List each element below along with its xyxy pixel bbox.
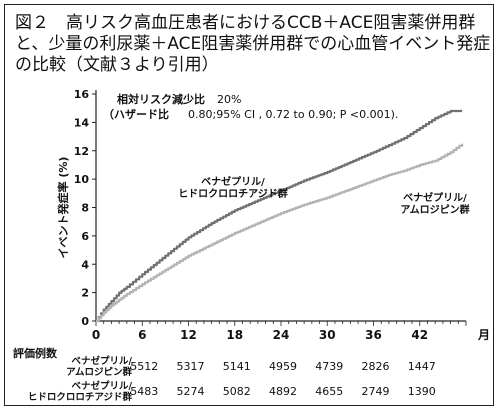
annotation-label-2: （ハザード比 xyxy=(103,107,169,121)
y-tick-label: 0 xyxy=(81,315,89,328)
series-label-1: ヒドロクロロチアジド群 xyxy=(178,187,288,200)
x-tick-label: 30 xyxy=(319,328,336,342)
risk-table-row-label: ベナゼプリル/ xyxy=(72,380,133,392)
risk-table-value: 4739 xyxy=(315,360,343,373)
risk-table-value: 5082 xyxy=(223,385,251,398)
x-tick-label: 6 xyxy=(138,328,146,342)
x-tick-label: 12 xyxy=(180,328,197,342)
x-unit-label: 月 xyxy=(477,328,490,342)
risk-table-row-label: ヒドロクロロチアジド群 xyxy=(28,391,133,403)
risk-table-value: 5512 xyxy=(130,360,158,373)
series-label-2: アムロジピン群 xyxy=(400,203,469,216)
series-line-2 xyxy=(96,143,464,323)
annotation-value-2: 0.80;95% CI , 0.72 to 0.90; P <0.001). xyxy=(188,108,398,121)
y-tick-label: 14 xyxy=(74,116,90,129)
risk-table-value: 5274 xyxy=(177,385,205,398)
risk-table-value: 4655 xyxy=(315,385,343,398)
annotation-label-1: 相対リスク減少比 xyxy=(117,92,205,106)
risk-table-value: 5483 xyxy=(130,385,158,398)
y-axis-label: イベント発症率 (%) xyxy=(56,157,70,259)
risk-table-value: 5317 xyxy=(177,360,205,373)
risk-table-value: 4892 xyxy=(269,385,297,398)
risk-table-value: 2826 xyxy=(362,360,390,373)
risk-table-value: 1390 xyxy=(408,385,436,398)
x-tick-label: 18 xyxy=(226,328,243,342)
figure-title: 図２ 高リスク高血圧患者におけるCCB＋ACE阻害薬併用群と、少量の利尿薬＋AC… xyxy=(15,13,491,75)
x-tick-label: 24 xyxy=(273,328,290,342)
risk-table-header: 評価例数 xyxy=(13,346,58,360)
y-tick-label: 12 xyxy=(74,145,89,158)
risk-table-row-label: ベナゼプリル/ xyxy=(72,355,133,367)
risk-table-value: 2749 xyxy=(362,385,390,398)
risk-table-value: 4959 xyxy=(269,360,297,373)
y-tick-label: 6 xyxy=(81,230,89,243)
y-tick-label: 8 xyxy=(81,202,89,215)
y-tick-label: 2 xyxy=(81,287,89,300)
y-tick-label: 16 xyxy=(74,88,90,101)
y-tick-label: 4 xyxy=(81,258,89,271)
risk-table-row-label: アムロジピン群 xyxy=(66,366,132,378)
x-tick-label: 36 xyxy=(365,328,382,342)
series-label-2: ベナゼプリル/ xyxy=(403,191,467,204)
series-label-1: ベナゼプリル/ xyxy=(201,175,265,188)
annotation-value-1: 20% xyxy=(217,93,241,106)
series-line-1 xyxy=(96,109,463,323)
y-tick-label: 10 xyxy=(74,173,90,186)
risk-table-value: 1447 xyxy=(408,360,436,373)
figure-frame: 図２ 高リスク高血圧患者におけるCCB＋ACE阻害薬併用群と、少量の利尿薬＋AC… xyxy=(4,4,494,406)
x-tick-label: 0 xyxy=(92,328,100,342)
risk-table-value: 5141 xyxy=(223,360,251,373)
x-tick-label: 42 xyxy=(411,328,428,342)
